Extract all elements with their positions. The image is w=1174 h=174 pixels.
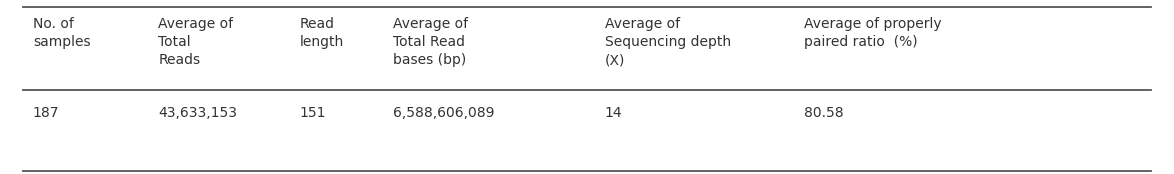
Text: No. of
samples: No. of samples [33,17,90,49]
Text: Read
length: Read length [299,17,344,49]
Text: Average of
Sequencing depth
(X): Average of Sequencing depth (X) [605,17,730,67]
Text: 6,588,606,089: 6,588,606,089 [393,106,494,120]
Text: 43,633,153: 43,633,153 [158,106,237,120]
Text: Average of properly
paired ratio  (%): Average of properly paired ratio (%) [804,17,942,49]
Text: 80.58: 80.58 [804,106,844,120]
Text: 14: 14 [605,106,622,120]
Text: Average of
Total
Reads: Average of Total Reads [158,17,234,67]
Text: 187: 187 [33,106,60,120]
Text: Average of
Total Read
bases (bp): Average of Total Read bases (bp) [393,17,468,67]
Text: 151: 151 [299,106,326,120]
